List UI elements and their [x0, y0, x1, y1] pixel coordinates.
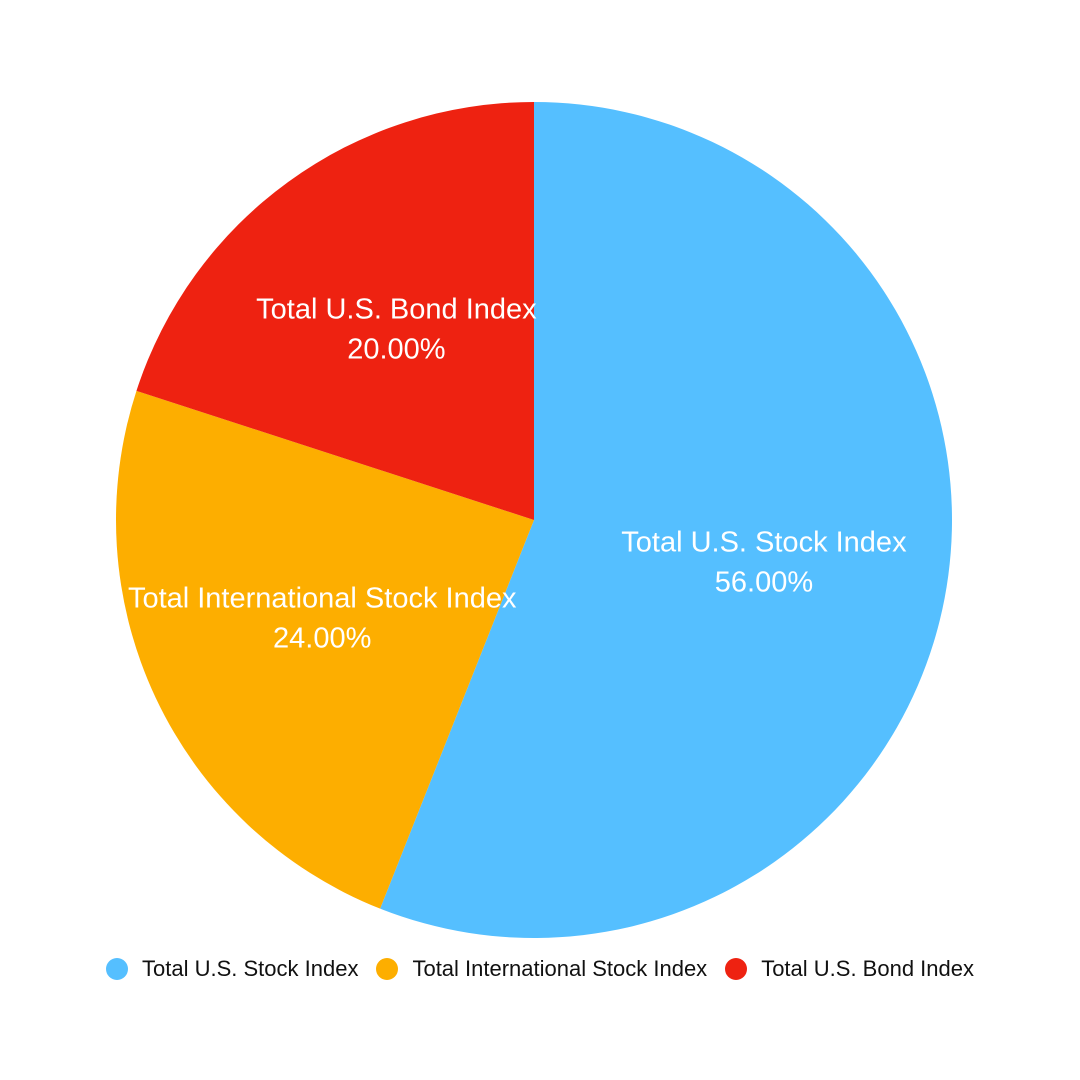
pie-slice [136, 102, 534, 520]
legend-item: Total U.S. Stock Index [106, 956, 358, 982]
pie-slice [115, 390, 535, 909]
legend-swatch [106, 958, 129, 980]
chart: Total U.S. Stock Index 56.00% Total Intern… [115, 102, 953, 939]
legend-label: Total U.S. Stock Index [142, 956, 359, 981]
value-label: 56.00% [715, 567, 813, 599]
value-label: 24.00% [273, 622, 371, 654]
legend-label: Total International Stock Index [412, 956, 708, 981]
pie-slice [380, 102, 953, 939]
slice-label: Total U.S. Bond Index [256, 293, 537, 325]
legend: Total U.S. Stock Index Total Internationa… [0, 956, 1080, 982]
slice-label: Total U.S. Stock Index [621, 527, 907, 559]
legend-swatch [376, 958, 399, 980]
legend-label: Total U.S. Bond Index [761, 956, 974, 981]
legend-swatch [725, 958, 748, 980]
legend-item: Total U.S. Bond Index [725, 956, 974, 982]
value-label: 20.00% [347, 333, 445, 365]
slice-label: Total International Stock Index [128, 582, 517, 614]
legend-item: Total International Stock Index [376, 956, 707, 982]
